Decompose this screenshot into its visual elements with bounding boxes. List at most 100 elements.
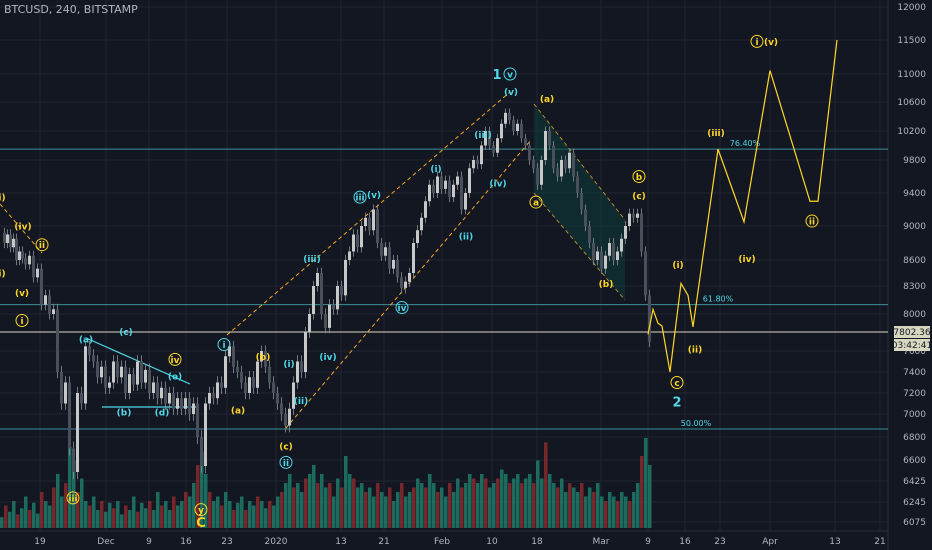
wave-label: (b) <box>256 353 271 363</box>
candle <box>536 168 539 185</box>
candle <box>388 247 391 269</box>
candle <box>152 382 155 393</box>
volume-bar <box>244 510 248 528</box>
wave-label: (ii) <box>294 397 308 407</box>
candle <box>648 295 651 342</box>
wave-label-circle <box>750 34 764 48</box>
wave-label: (iii) <box>474 131 491 141</box>
y-tick-label: 7600 <box>903 347 926 357</box>
candle <box>248 377 251 393</box>
volume-bar <box>340 487 344 528</box>
fib-levels: 76.40% 61.80% 50.00% <box>0 139 888 430</box>
fib-label: 61.80% <box>703 295 734 304</box>
volume-bar <box>268 501 272 528</box>
volume-bar <box>464 483 468 528</box>
wave-label-circle <box>353 190 367 204</box>
wave-label: (v) <box>764 38 778 48</box>
volume-bar <box>32 502 36 528</box>
y-tick-label: 6075 <box>903 518 926 528</box>
wave-label: (iv) <box>14 223 31 233</box>
wave-label-circle <box>66 491 80 505</box>
candle <box>384 247 387 256</box>
volume-bar <box>644 438 648 528</box>
volume-bar <box>432 483 436 528</box>
volume-bar <box>444 496 448 528</box>
candle <box>64 382 67 404</box>
volume-bar <box>476 483 480 528</box>
candle <box>624 226 627 239</box>
volume-bar <box>488 487 492 528</box>
wave-label: (v) <box>367 191 381 201</box>
volume-bar <box>456 478 460 528</box>
candle <box>312 286 315 314</box>
volume-bar <box>540 478 544 528</box>
candle <box>204 403 207 466</box>
volume-bar <box>428 474 432 528</box>
wave-projection <box>647 39 838 373</box>
candle <box>160 387 163 399</box>
candle <box>228 346 231 357</box>
wave-label-circle <box>194 503 208 517</box>
wave-label-circle <box>395 300 409 314</box>
volume-bar <box>160 505 164 528</box>
candle <box>396 260 399 278</box>
volume-bar <box>24 496 28 528</box>
wave-label: (iv) <box>319 353 336 363</box>
candle <box>44 295 47 305</box>
wave-label-circle <box>35 238 49 252</box>
candle <box>360 226 363 248</box>
candle <box>492 145 495 153</box>
volume-bar <box>40 492 44 528</box>
candle <box>532 160 535 169</box>
wave-label: v <box>507 71 513 81</box>
candle <box>424 201 427 218</box>
candle <box>256 361 259 388</box>
candle <box>364 217 367 226</box>
volume-bar <box>184 492 188 528</box>
candle <box>192 403 195 414</box>
wave-label: (v) <box>15 289 29 299</box>
candle <box>540 160 543 185</box>
volume-bar <box>276 496 280 528</box>
price-axis[interactable]: 12000 11500 11000 10600 10200 9800 9400 9000 860… <box>897 3 926 528</box>
candle <box>348 251 351 260</box>
y-tick-label: 7000 <box>903 410 926 420</box>
candle <box>376 209 379 243</box>
volume-bar <box>440 487 444 528</box>
candle <box>252 377 255 388</box>
countdown-label: 03:42:41 <box>892 341 932 351</box>
volume-bar <box>496 478 500 528</box>
wave-labels: i)(iv)iii)(v)i(a)(c)iv(e)(b)(d)iiiyC(a)i… <box>0 34 819 531</box>
current-price-label: 7802.36 <box>893 328 930 338</box>
wave-label: (ii) <box>459 233 473 243</box>
wave-label: (v) <box>504 88 518 98</box>
candle <box>68 382 71 449</box>
candle <box>148 369 151 393</box>
volume-bar <box>4 505 8 528</box>
volume-bar <box>108 502 112 528</box>
volume-bar <box>60 496 64 528</box>
candle <box>580 193 583 210</box>
candle <box>184 398 187 409</box>
channel-line <box>0 203 43 254</box>
candle <box>176 398 179 409</box>
volume-bar <box>336 478 340 528</box>
channel-fill <box>534 104 625 300</box>
candle <box>164 387 167 404</box>
candle <box>452 184 455 198</box>
fib-label: 50.00% <box>681 419 712 428</box>
wave-label: i) <box>0 194 6 204</box>
candle <box>3 232 6 243</box>
candle <box>224 356 227 388</box>
candle <box>436 176 439 193</box>
volume-bar <box>388 487 392 528</box>
time-axis[interactable]: 19 Dec 9 16 23 2020 13 21 Feb 10 18 Mar 9 16 23 Apr 13 21 <box>34 537 885 547</box>
volume-bar <box>436 492 440 528</box>
candle <box>9 234 12 248</box>
x-tick-label: Apr <box>762 537 778 547</box>
wave-label: (b) <box>117 408 132 418</box>
x-tick-label: 21 <box>874 537 885 547</box>
x-tick-label: 21 <box>378 537 389 547</box>
candle <box>212 393 215 399</box>
